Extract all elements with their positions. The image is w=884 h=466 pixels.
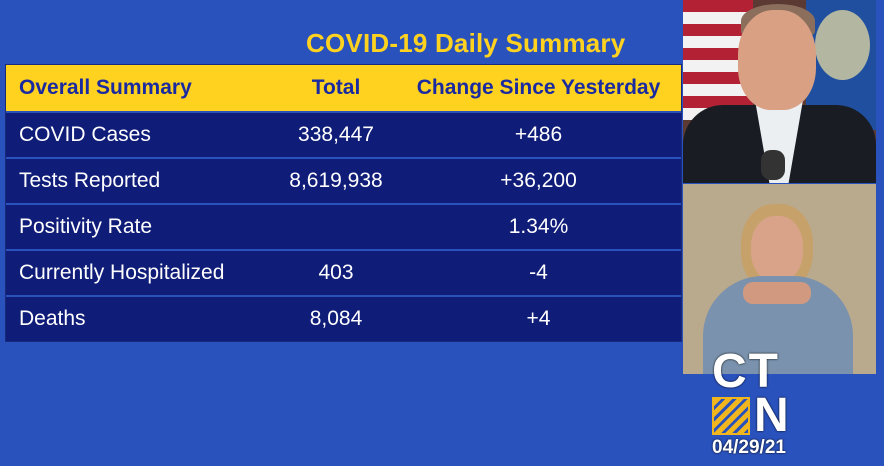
row-label: Deaths [19, 307, 86, 330]
row-total: 8,619,938 [289, 169, 383, 192]
microphone [761, 150, 785, 180]
logo-n: N [754, 389, 789, 442]
row-total: 338,447 [298, 123, 374, 146]
table-row: COVID Cases 338,447 +486 [6, 111, 681, 157]
row-change: +486 [514, 123, 563, 146]
state-seal [815, 10, 870, 80]
table-row: Tests Reported 8,619,938 +36,200 [6, 157, 681, 203]
row-label: Currently Hospitalized [19, 261, 225, 284]
row-total: 403 [318, 261, 354, 284]
row-change: +4 [526, 307, 551, 330]
row-change: -4 [529, 261, 548, 284]
interpreter-head [751, 216, 803, 282]
row-label: Positivity Rate [19, 215, 153, 238]
row-label: COVID Cases [19, 123, 151, 146]
header-change: Change Since Yesterday [416, 76, 661, 99]
summary-table: Overall Summary Total Change Since Yeste… [5, 64, 682, 342]
speaker-head [738, 10, 816, 110]
header-total: Total [311, 76, 361, 99]
interpreter-hands [743, 282, 811, 304]
sunburst-icon [712, 397, 750, 435]
table-header: Overall Summary Total Change Since Yeste… [6, 65, 681, 111]
row-total: 8,084 [309, 307, 363, 330]
row-change: 1.34% [508, 215, 569, 238]
interpreter-video [683, 184, 876, 374]
page-title: COVID-19 Daily Summary [306, 28, 626, 58]
row-change: +36,200 [500, 169, 577, 192]
broadcast-date: 04/29/21 [712, 437, 786, 458]
speaker-video [683, 0, 876, 183]
row-label: Tests Reported [19, 169, 161, 192]
table-row: Currently Hospitalized 403 -4 [6, 249, 681, 295]
logo-ct: CT [712, 345, 780, 398]
ctn-logo: CT N [712, 345, 802, 442]
row-total [276, 205, 396, 249]
table-row: Positivity Rate 1.34% [6, 203, 681, 249]
header-overall-summary: Overall Summary [19, 76, 192, 99]
table-row: Deaths 8,084 +4 [6, 295, 681, 341]
